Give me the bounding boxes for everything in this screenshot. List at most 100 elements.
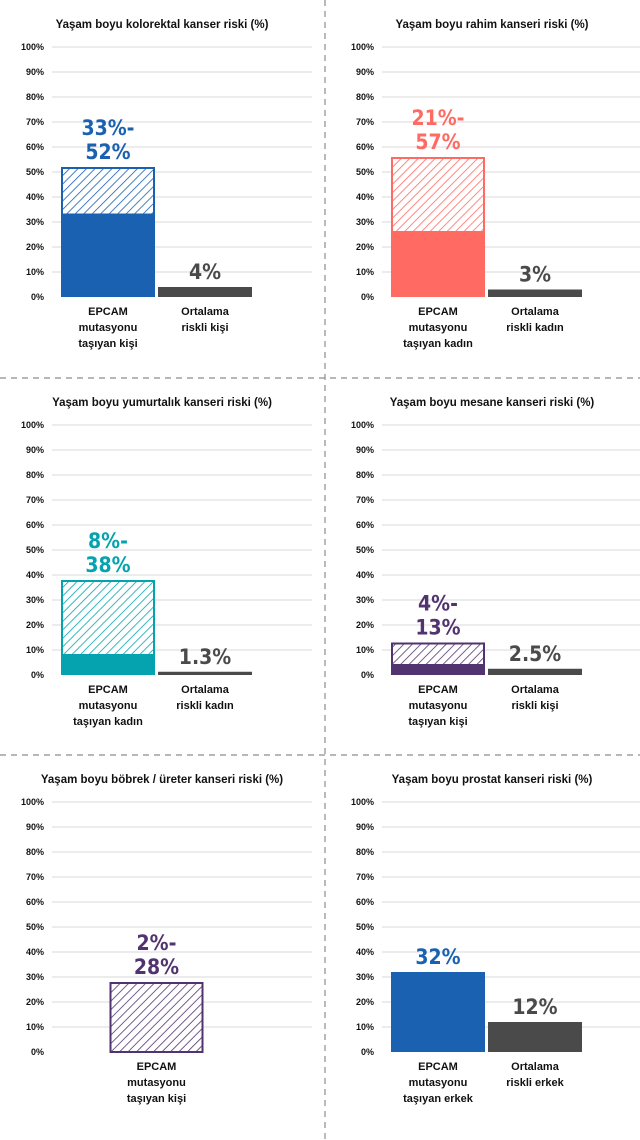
y-tick-label: 30% xyxy=(356,972,374,982)
y-tick-label: 10% xyxy=(26,1022,44,1032)
category-label: EPCAM mutasyonu taşıyan kadın xyxy=(73,684,143,728)
category-label: Ortalama riskli kadın xyxy=(176,684,234,712)
y-tick-label: 60% xyxy=(26,520,44,530)
y-tick-label: 40% xyxy=(26,947,44,957)
risk-range-low-bar xyxy=(61,655,155,675)
y-tick-label: 60% xyxy=(356,520,374,530)
y-tick-label: 30% xyxy=(356,217,374,227)
y-tick-label: 20% xyxy=(356,620,374,630)
y-tick-label: 10% xyxy=(356,1022,374,1032)
category-label: EPCAM mutasyonu taşıyan kişi xyxy=(78,306,137,350)
average-risk-bar xyxy=(488,668,582,675)
average-risk-bar xyxy=(158,671,252,675)
y-tick-label: 80% xyxy=(356,470,374,480)
y-tick-label: 60% xyxy=(356,142,374,152)
chart-panel-6: Yaşam boyu prostat kanseri riski (%) 0% 10… xyxy=(351,774,640,1105)
y-tick-label: 90% xyxy=(356,822,374,832)
carrier-risk-bar xyxy=(391,972,485,1052)
y-tick-label: 30% xyxy=(26,972,44,982)
y-tick-label: 30% xyxy=(356,595,374,605)
y-tick-label: 70% xyxy=(26,872,44,882)
y-tick-label: 90% xyxy=(26,67,44,77)
y-tick-label: 50% xyxy=(26,167,44,177)
y-tick-label: 90% xyxy=(356,67,374,77)
chart-panel-3: Yaşam boyu yumurtalık kanseri riski (%) 0… xyxy=(21,397,312,728)
chart-panels: Yaşam boyu kolorektal kanser riski (%) 0%… xyxy=(21,19,640,1105)
category-label: EPCAM mutasyonu taşıyan erkek xyxy=(403,1061,474,1105)
risk-range-hatched-bar xyxy=(61,167,155,216)
y-tick-label: 20% xyxy=(26,620,44,630)
y-tick-label: 100% xyxy=(21,420,44,430)
chart-panel-4: Yaşam boyu mesane kanseri riski (%) 0% 10%… xyxy=(351,397,640,728)
risk-range-low-bar xyxy=(391,232,485,297)
y-tick-label: 100% xyxy=(351,420,374,430)
y-tick-label: 40% xyxy=(26,570,44,580)
category-label: Ortalama riskli erkek xyxy=(506,1061,564,1089)
value-label: 32% xyxy=(415,945,460,969)
y-tick-label: 100% xyxy=(351,797,374,807)
y-tick-label: 70% xyxy=(26,117,44,127)
risk-range-low-bar xyxy=(61,214,155,297)
chart-panel-5: Yaşam boyu böbrek / üreter kanseri riski… xyxy=(21,774,312,1105)
value-label: 21%-57% xyxy=(411,106,464,154)
y-tick-label: 0% xyxy=(31,1047,44,1057)
y-tick-label: 100% xyxy=(21,42,44,52)
y-tick-label: 40% xyxy=(26,192,44,202)
category-label: EPCAM mutasyonu taşıyan kişi xyxy=(127,1061,186,1105)
y-tick-label: 0% xyxy=(361,670,374,680)
category-label: Ortalama riskli kadın xyxy=(506,306,564,334)
y-tick-label: 70% xyxy=(356,495,374,505)
y-tick-label: 60% xyxy=(356,897,374,907)
y-tick-label: 10% xyxy=(356,645,374,655)
chart-title: Yaşam boyu prostat kanseri riski (%) xyxy=(392,774,593,786)
category-label: Ortalama riskli kişi xyxy=(511,684,560,712)
y-tick-label: 90% xyxy=(26,822,44,832)
y-tick-label: 80% xyxy=(26,847,44,857)
value-label: 33%-52% xyxy=(81,116,134,164)
y-tick-label: 100% xyxy=(351,42,374,52)
value-label: 2.5% xyxy=(509,642,561,666)
risk-range-hatched-bar xyxy=(391,642,485,666)
chart-title: Yaşam boyu kolorektal kanser riski (%) xyxy=(56,19,269,31)
y-tick-label: 50% xyxy=(26,545,44,555)
y-tick-label: 40% xyxy=(356,947,374,957)
average-risk-bar xyxy=(488,289,582,297)
risk-range-low-bar xyxy=(391,665,485,675)
chart-title: Yaşam boyu rahim kanseri riski (%) xyxy=(395,19,588,31)
value-label: 3% xyxy=(519,263,551,287)
y-tick-label: 30% xyxy=(26,595,44,605)
y-tick-label: 0% xyxy=(31,292,44,302)
chart-title: Yaşam boyu böbrek / üreter kanseri riski… xyxy=(41,774,283,786)
category-label: Ortalama riskli kişi xyxy=(181,306,230,334)
chart-panel-2: Yaşam boyu rahim kanseri riski (%) 0% 10% 2… xyxy=(351,19,640,350)
y-tick-label: 80% xyxy=(26,470,44,480)
y-tick-label: 20% xyxy=(26,242,44,252)
category-label: EPCAM mutasyonu taşıyan kişi xyxy=(408,684,467,728)
value-label: 8%-38% xyxy=(85,529,130,577)
y-tick-label: 20% xyxy=(356,997,374,1007)
y-tick-label: 30% xyxy=(26,217,44,227)
y-tick-label: 0% xyxy=(31,670,44,680)
y-tick-label: 70% xyxy=(26,495,44,505)
risk-range-hatched-bar xyxy=(391,157,485,233)
y-tick-label: 60% xyxy=(26,897,44,907)
y-tick-label: 10% xyxy=(26,645,44,655)
value-label: 12% xyxy=(512,995,557,1019)
value-label: 2%-28% xyxy=(134,931,179,979)
y-tick-label: 70% xyxy=(356,117,374,127)
y-tick-label: 50% xyxy=(356,545,374,555)
chart-title: Yaşam boyu mesane kanseri riski (%) xyxy=(390,397,595,409)
y-tick-label: 50% xyxy=(356,167,374,177)
y-tick-label: 50% xyxy=(356,922,374,932)
category-label: EPCAM mutasyonu taşıyan kadın xyxy=(403,306,473,350)
y-tick-label: 20% xyxy=(356,242,374,252)
average-risk-bar xyxy=(488,1022,582,1052)
y-tick-label: 90% xyxy=(26,445,44,455)
y-tick-label: 60% xyxy=(26,142,44,152)
y-tick-label: 40% xyxy=(356,570,374,580)
y-tick-label: 80% xyxy=(356,92,374,102)
y-tick-label: 10% xyxy=(26,267,44,277)
chart-title: Yaşam boyu yumurtalık kanseri riski (%) xyxy=(52,397,272,409)
